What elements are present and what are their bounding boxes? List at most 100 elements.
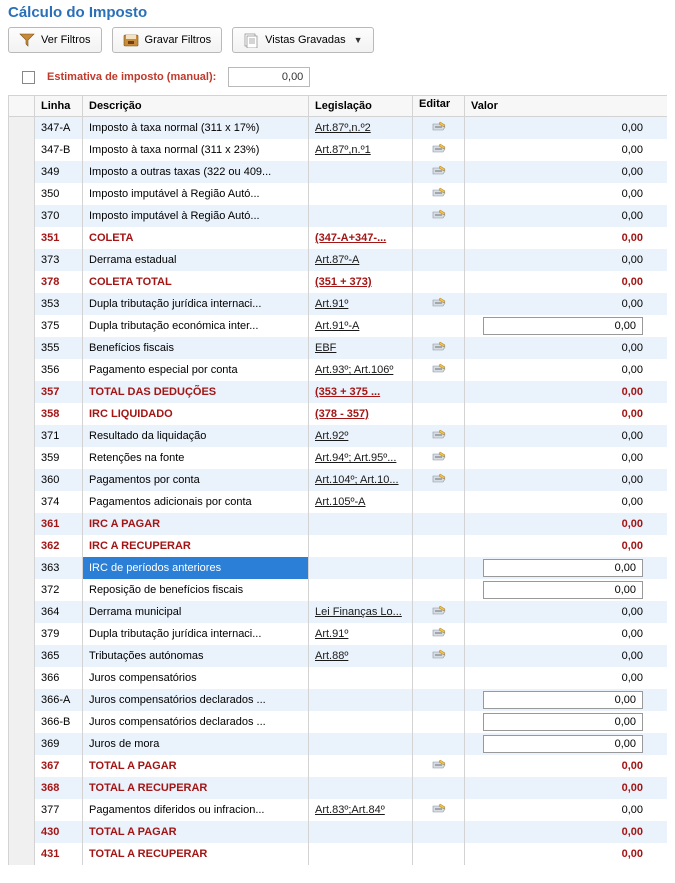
cell-editar[interactable]: [413, 755, 465, 777]
gravar-filtros-button[interactable]: Gravar Filtros: [112, 27, 223, 53]
cell-editar[interactable]: [413, 601, 465, 623]
cell-editar[interactable]: [413, 161, 465, 183]
table-row[interactable]: 375Dupla tributação económica inter...Ar…: [9, 315, 667, 337]
row-selector[interactable]: [9, 733, 35, 755]
edit-icon[interactable]: [431, 363, 447, 377]
cell-legislacao[interactable]: Art.83º;Art.84º: [309, 799, 413, 821]
row-selector[interactable]: [9, 557, 35, 579]
table-row[interactable]: 373Derrama estadualArt.87º-A0,00: [9, 249, 667, 271]
table-row[interactable]: 366-AJuros compensatórios declarados ...: [9, 689, 667, 711]
table-row[interactable]: 351COLETA(347-A+347-...0,00: [9, 227, 667, 249]
edit-icon[interactable]: [431, 341, 447, 355]
estimate-input[interactable]: [228, 67, 310, 87]
table-row[interactable]: 355Benefícios fiscaisEBF0,00: [9, 337, 667, 359]
cell-editar[interactable]: [413, 799, 465, 821]
row-selector[interactable]: [9, 359, 35, 381]
cell-legislacao[interactable]: (353 + 375 ...: [309, 381, 413, 403]
edit-icon[interactable]: [431, 649, 447, 663]
table-row[interactable]: 369Juros de mora: [9, 733, 667, 755]
valor-input[interactable]: [483, 581, 643, 599]
row-selector[interactable]: [9, 843, 35, 865]
table-row[interactable]: 378COLETA TOTAL(351 + 373)0,00: [9, 271, 667, 293]
cell-legislacao[interactable]: Art.87º,n.º2: [309, 117, 413, 139]
row-selector[interactable]: [9, 491, 35, 513]
row-selector[interactable]: [9, 667, 35, 689]
table-row[interactable]: 357TOTAL DAS DEDUÇÕES(353 + 375 ...0,00: [9, 381, 667, 403]
row-selector[interactable]: [9, 623, 35, 645]
row-selector[interactable]: [9, 799, 35, 821]
cell-legislacao[interactable]: Art.94º; Art.95º...: [309, 447, 413, 469]
header-editar[interactable]: Editar: [413, 96, 465, 116]
row-selector[interactable]: [9, 337, 35, 359]
cell-editar[interactable]: [413, 359, 465, 381]
row-selector[interactable]: [9, 227, 35, 249]
cell-legislacao[interactable]: Art.91º: [309, 293, 413, 315]
row-selector[interactable]: [9, 161, 35, 183]
row-selector[interactable]: [9, 139, 35, 161]
row-selector[interactable]: [9, 711, 35, 733]
table-row[interactable]: 353Dupla tributação jurídica internaci..…: [9, 293, 667, 315]
header-descricao[interactable]: Descrição: [83, 96, 309, 116]
cell-legislacao[interactable]: Lei Finanças Lo...: [309, 601, 413, 623]
cell-legislacao[interactable]: Art.88º: [309, 645, 413, 667]
row-selector[interactable]: [9, 579, 35, 601]
edit-icon[interactable]: [431, 451, 447, 465]
row-selector[interactable]: [9, 447, 35, 469]
edit-icon[interactable]: [431, 187, 447, 201]
table-row[interactable]: 370Imposto imputável à Região Autó...0,0…: [9, 205, 667, 227]
table-row[interactable]: 356Pagamento especial por contaArt.93º; …: [9, 359, 667, 381]
cell-editar[interactable]: [413, 139, 465, 161]
row-selector[interactable]: [9, 117, 35, 139]
row-selector[interactable]: [9, 381, 35, 403]
table-row[interactable]: 360Pagamentos por contaArt.104º; Art.10.…: [9, 469, 667, 491]
cell-legislacao[interactable]: Art.105º-A: [309, 491, 413, 513]
edit-icon[interactable]: [431, 121, 447, 135]
table-row[interactable]: 379Dupla tributação jurídica internaci..…: [9, 623, 667, 645]
ver-filtros-button[interactable]: Ver Filtros: [8, 27, 102, 53]
table-row[interactable]: 358IRC LIQUIDADO(378 - 357)0,00: [9, 403, 667, 425]
table-row[interactable]: 430TOTAL A PAGAR0,00: [9, 821, 667, 843]
table-row[interactable]: 364Derrama municipalLei Finanças Lo...0,…: [9, 601, 667, 623]
table-row[interactable]: 363IRC de períodos anteriores: [9, 557, 667, 579]
cell-legislacao[interactable]: EBF: [309, 337, 413, 359]
cell-valor[interactable]: [465, 733, 653, 755]
valor-input[interactable]: [483, 691, 643, 709]
edit-icon[interactable]: [431, 165, 447, 179]
table-row[interactable]: 349Imposto a outras taxas (322 ou 409...…: [9, 161, 667, 183]
edit-icon[interactable]: [431, 143, 447, 157]
row-selector[interactable]: [9, 271, 35, 293]
cell-valor[interactable]: [465, 579, 653, 601]
cell-valor[interactable]: [465, 315, 653, 337]
cell-editar[interactable]: [413, 183, 465, 205]
row-selector[interactable]: [9, 755, 35, 777]
cell-editar[interactable]: [413, 337, 465, 359]
cell-editar[interactable]: [413, 447, 465, 469]
cell-legislacao[interactable]: Art.93º; Art.106º: [309, 359, 413, 381]
cell-editar[interactable]: [413, 623, 465, 645]
table-row[interactable]: 365Tributações autónomasArt.88º0,00: [9, 645, 667, 667]
valor-input[interactable]: [483, 713, 643, 731]
table-row[interactable]: 368TOTAL A RECUPERAR0,00: [9, 777, 667, 799]
table-row[interactable]: 347-BImposto à taxa normal (311 x 23%)Ar…: [9, 139, 667, 161]
cell-legislacao[interactable]: Art.91º-A: [309, 315, 413, 337]
cell-legislacao[interactable]: (347-A+347-...: [309, 227, 413, 249]
edit-icon[interactable]: [431, 759, 447, 773]
row-selector[interactable]: [9, 513, 35, 535]
cell-editar[interactable]: [413, 117, 465, 139]
table-row[interactable]: 366-BJuros compensatórios declarados ...: [9, 711, 667, 733]
row-selector[interactable]: [9, 249, 35, 271]
row-selector[interactable]: [9, 403, 35, 425]
cell-legislacao[interactable]: Art.92º: [309, 425, 413, 447]
row-selector[interactable]: [9, 821, 35, 843]
table-row[interactable]: 372Reposição de benefícios fiscais: [9, 579, 667, 601]
cell-legislacao[interactable]: Art.91º: [309, 623, 413, 645]
cell-legislacao[interactable]: (351 + 373): [309, 271, 413, 293]
table-row[interactable]: 377Pagamentos diferidos ou infracion...A…: [9, 799, 667, 821]
valor-input[interactable]: [483, 317, 643, 335]
cell-valor[interactable]: [465, 711, 653, 733]
table-row[interactable]: 366Juros compensatórios0,00: [9, 667, 667, 689]
table-row[interactable]: 362IRC A RECUPERAR0,00: [9, 535, 667, 557]
vistas-gravadas-button[interactable]: Vistas Gravadas ▼: [232, 27, 373, 53]
table-row[interactable]: 350Imposto imputável à Região Autó...0,0…: [9, 183, 667, 205]
cell-legislacao[interactable]: Art.87º-A: [309, 249, 413, 271]
